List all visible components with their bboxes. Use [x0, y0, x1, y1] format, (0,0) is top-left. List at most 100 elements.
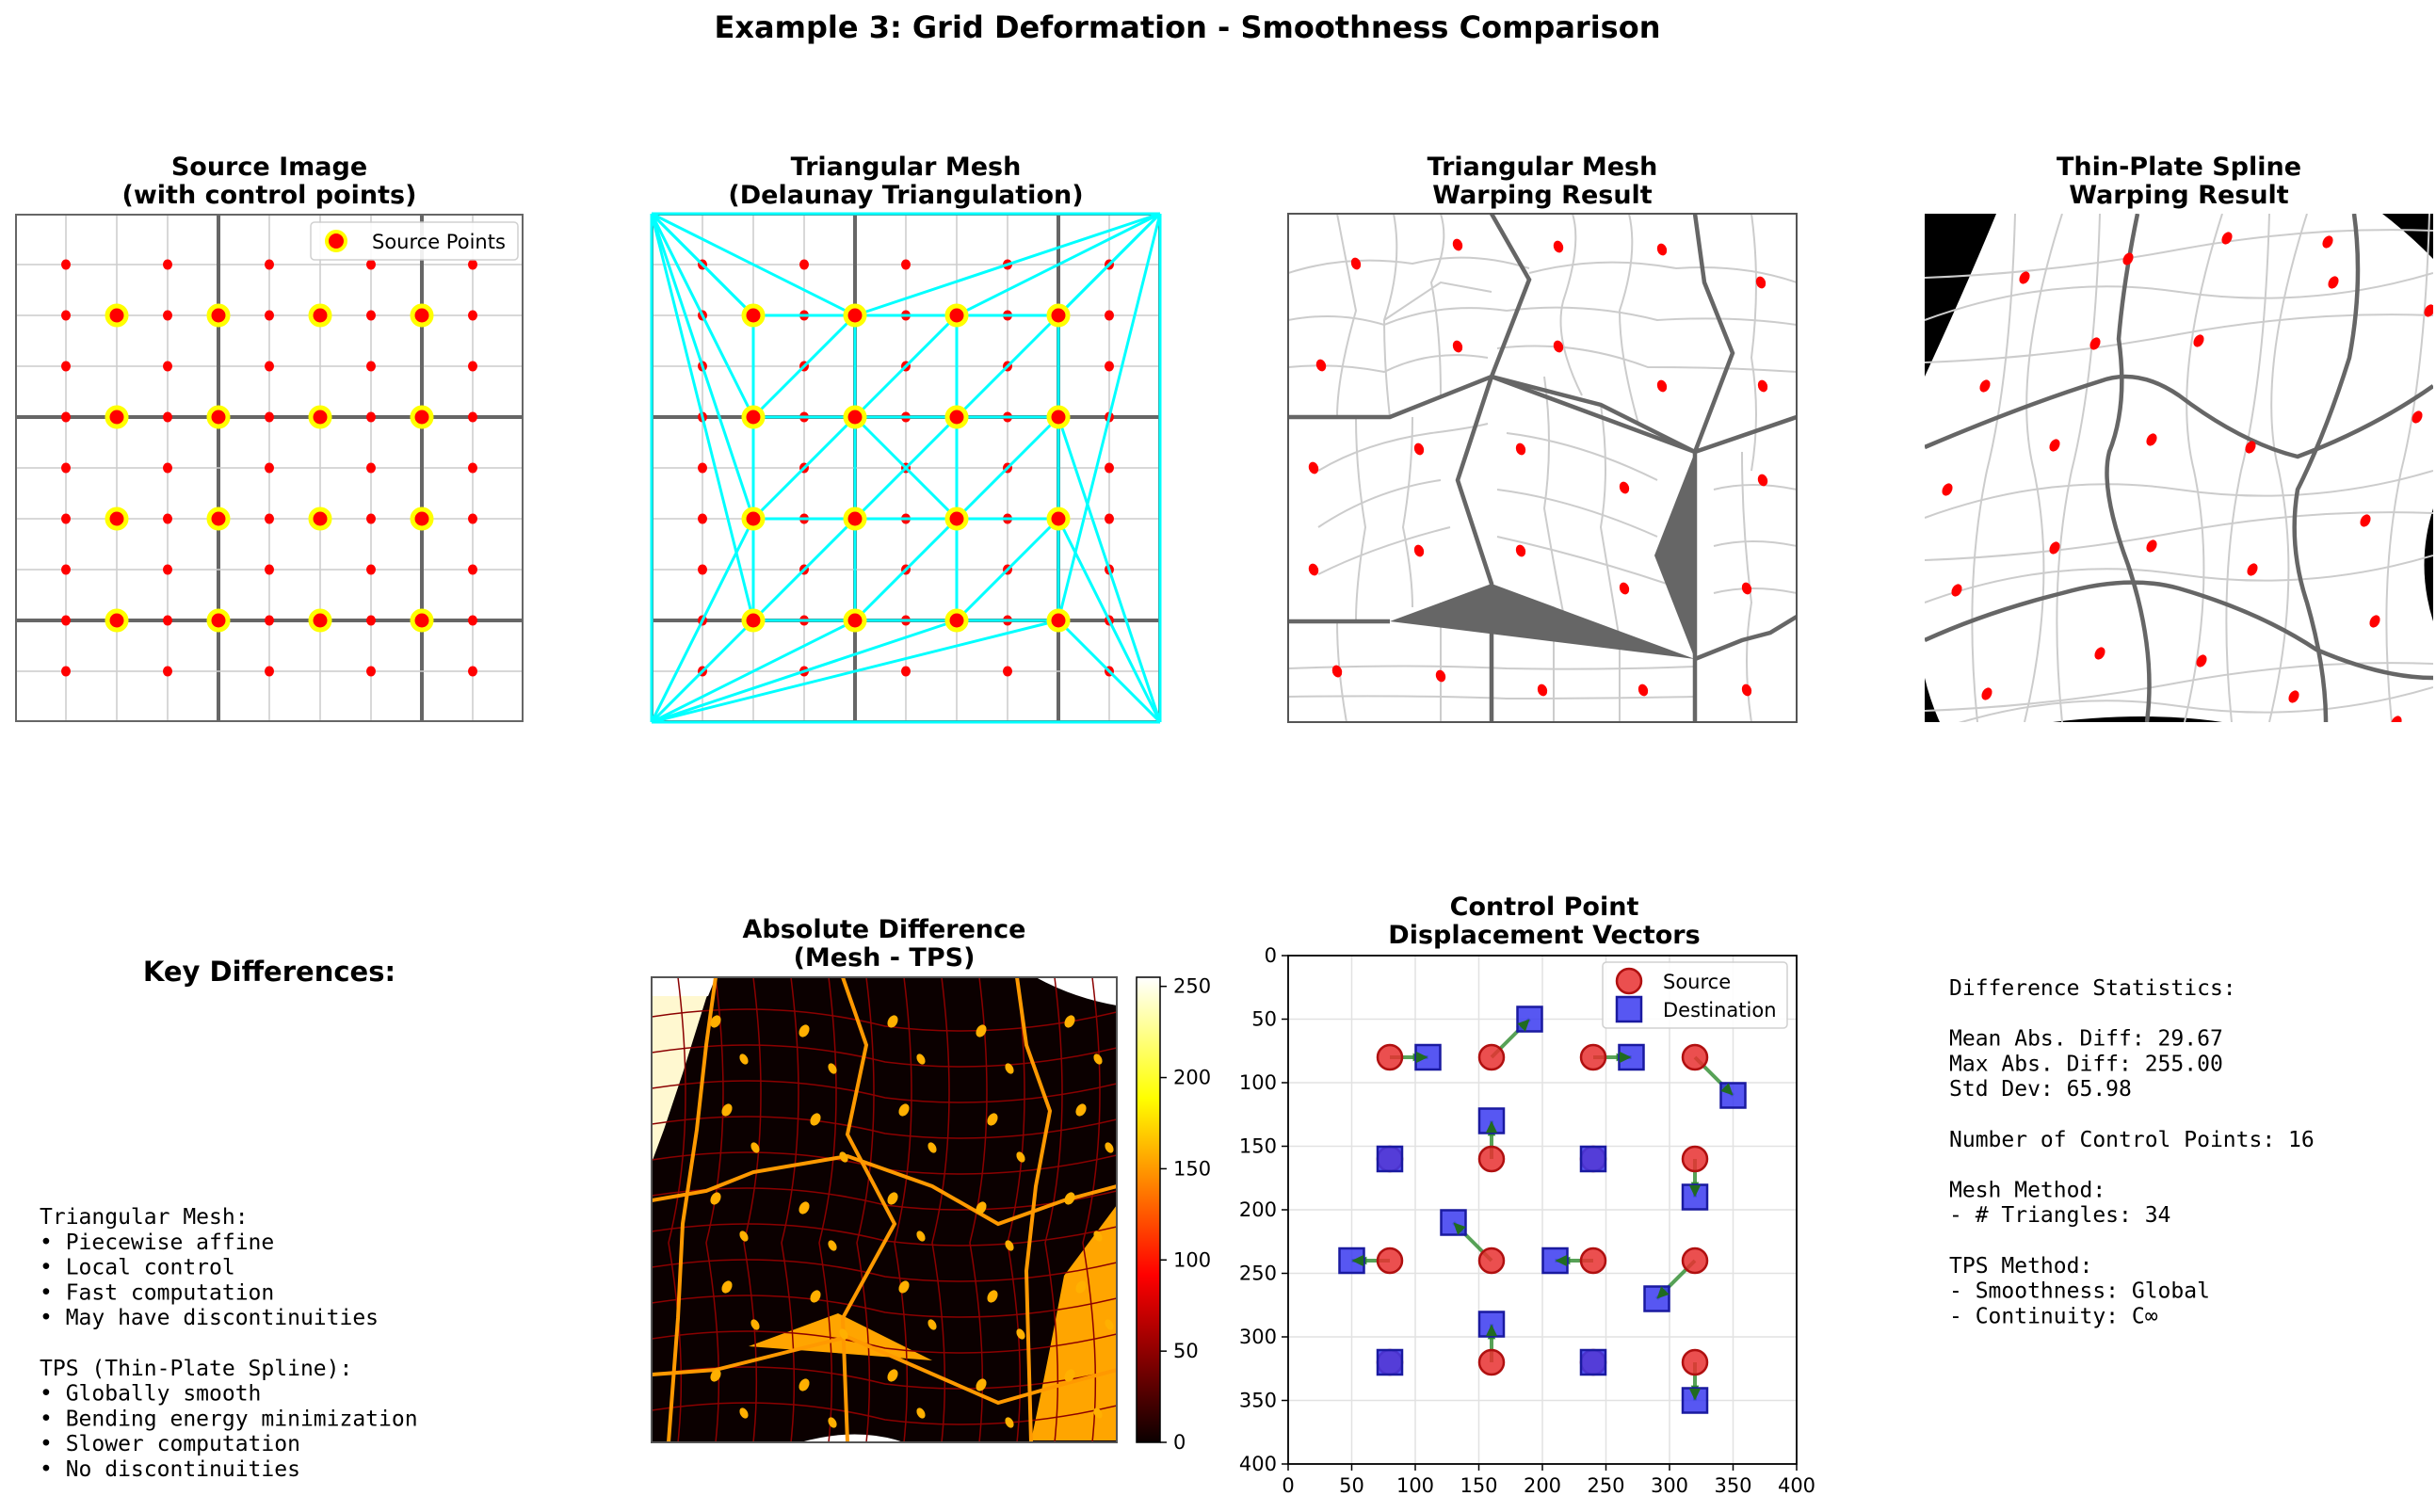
colorbar-tick-label: 250 — [1173, 975, 1211, 998]
mesh-edge — [853, 415, 959, 521]
warped-dot — [1619, 582, 1630, 595]
source-point — [1376, 1043, 1404, 1071]
source-control-point — [206, 303, 231, 328]
warped-grid-line — [1618, 214, 1639, 425]
heat-dot — [1105, 1142, 1114, 1153]
arrow-tip — [1688, 1184, 1702, 1198]
source-point — [1579, 1247, 1607, 1275]
heat-dot — [721, 1103, 733, 1117]
heat-dot — [828, 1417, 837, 1428]
warped-grid-line — [1317, 423, 1489, 472]
warped-grid-line — [1401, 416, 1413, 608]
heat-dot — [1005, 1240, 1014, 1251]
tps-grid-line — [1925, 229, 2433, 279]
source-point — [1477, 1145, 1506, 1173]
warped-dot — [1755, 276, 1767, 289]
tps-grid-line — [2385, 214, 2430, 722]
image-dot — [1105, 462, 1114, 474]
image-dot — [366, 361, 376, 372]
warped-dot — [1741, 684, 1752, 697]
warped-grid-line — [1528, 261, 1797, 283]
delaunay-edges — [650, 212, 1162, 724]
warped-dot — [1553, 340, 1564, 353]
mesh-edge — [651, 212, 856, 317]
warped-grid-line — [1383, 281, 1492, 321]
image-dot — [366, 259, 376, 270]
tps-dot — [1951, 584, 1962, 597]
image-dot — [163, 462, 172, 474]
tps-dot — [2196, 654, 2207, 668]
key-difference-line: • Fast computation — [40, 1280, 274, 1305]
heat-dot — [1093, 1231, 1103, 1242]
source-point — [1376, 1247, 1404, 1275]
image-dot — [901, 259, 911, 270]
legend-box — [1602, 961, 1788, 1029]
mesh-edge — [1057, 212, 1162, 317]
heat-dot — [916, 1054, 926, 1065]
heat-dot — [710, 1192, 721, 1205]
image-dot — [265, 259, 274, 270]
destination-point — [1579, 1348, 1607, 1376]
warped-grid-line — [1496, 489, 1658, 538]
warped-dot — [1452, 238, 1463, 251]
mesh-edge — [854, 212, 1161, 317]
heat-dot — [928, 1142, 937, 1153]
legend-source-marker — [1615, 967, 1643, 995]
warped-dot — [1757, 379, 1768, 393]
image-dot — [1105, 361, 1114, 372]
mesh-edge — [1057, 518, 1162, 723]
heat-edge — [781, 977, 799, 1442]
tps-dot — [2049, 541, 2060, 555]
image-dot — [468, 462, 477, 474]
warped-grid-line — [1599, 404, 1621, 641]
statistics-line: Mean Abs. Diff: 29.67 — [1949, 1027, 2223, 1052]
image-dot — [61, 513, 71, 524]
image-dot — [366, 310, 376, 321]
legend-destination-label: Destination — [1663, 999, 1777, 1021]
source-control-point — [1046, 405, 1071, 429]
heat-dot — [1005, 1417, 1014, 1428]
chart-title-line-2: Displacement Vectors — [1388, 921, 1700, 950]
mesh-edge — [650, 212, 755, 317]
statistics-line: - Smoothness: Global — [1949, 1279, 2210, 1304]
panel-meshwarp-title-1: Triangular Mesh — [1428, 153, 1658, 182]
warped-grid-line — [1750, 214, 1757, 472]
image-dot — [61, 564, 71, 575]
source-control-point — [1046, 303, 1071, 328]
figure-title: Example 3: Grid Deformation - Smoothness… — [715, 9, 1661, 45]
image-dot — [265, 615, 274, 626]
arrow-tip — [1485, 1324, 1498, 1337]
image-dot — [61, 666, 71, 677]
tps-dot — [2391, 716, 2402, 722]
abs-diff-heatmap — [652, 977, 1117, 1442]
image-dot — [163, 666, 172, 677]
image-dot — [265, 361, 274, 372]
displacement-chart: 0 50 100 150 200 250 300 350 4000501001502002503… — [1239, 944, 1815, 1497]
tps-grid-line — [1925, 272, 2433, 321]
heat-dot — [1093, 1054, 1103, 1065]
heat-dot — [928, 1319, 937, 1330]
x-tick-label: 250 — [1587, 1474, 1624, 1497]
warped-grid-line — [1713, 540, 1797, 547]
panel-triangular-mesh: Triangular Mesh (Delaunay Triangulation) — [650, 153, 1162, 724]
key-difference-line: • Bending energy minimization — [40, 1407, 418, 1431]
tps-dot — [2288, 690, 2299, 703]
heat-dot — [898, 1280, 910, 1294]
warped-grid-line — [1382, 214, 1398, 418]
mesh-edge — [955, 415, 1060, 521]
y-tick-label: 0 — [1265, 944, 1277, 967]
heat-dot — [887, 1369, 898, 1382]
arrow-tip — [1656, 1286, 1670, 1299]
heat-dot — [1016, 1151, 1025, 1163]
source-small-points — [61, 259, 477, 677]
source-control-point — [105, 507, 129, 531]
x-tick-label: 200 — [1524, 1474, 1561, 1497]
arrow-tip — [1351, 1254, 1364, 1267]
y-tick-label: 250 — [1239, 1263, 1277, 1285]
source-point — [1579, 1043, 1607, 1071]
image-dot — [61, 310, 71, 321]
source-control-point — [206, 608, 231, 633]
tps-grid-line — [1958, 686, 2433, 722]
mesh-edge — [651, 619, 958, 724]
heat-dot — [799, 1201, 810, 1214]
